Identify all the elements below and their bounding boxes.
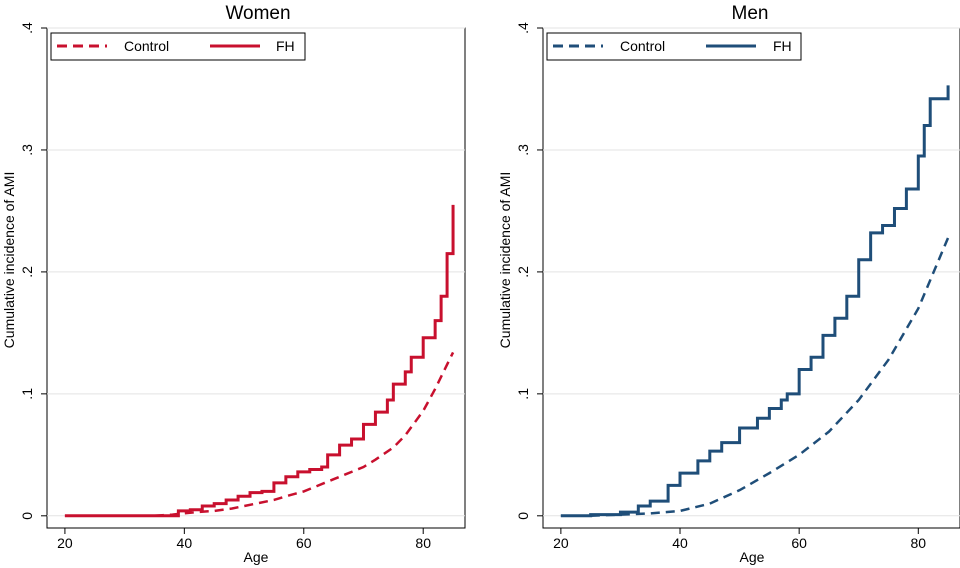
- legend: Control FH: [546, 32, 802, 61]
- y-tick-label: .3: [19, 144, 35, 156]
- chart-title: Women: [225, 3, 290, 24]
- x-tick-label: 20: [57, 535, 73, 551]
- chart-title: Men: [732, 3, 769, 24]
- legend-box: [546, 32, 802, 61]
- y-tick-label: .4: [19, 22, 35, 34]
- x-tick-label: 80: [415, 535, 431, 551]
- y-tick-label: .1: [19, 388, 35, 400]
- x-tick-label: 60: [296, 535, 312, 551]
- x-tick-label: 80: [911, 535, 927, 551]
- legend-label-control: Control: [620, 38, 665, 54]
- y-tick-label: .2: [19, 266, 35, 278]
- x-axis-label: Age: [740, 549, 765, 565]
- series-line-control: [560, 237, 950, 518]
- y-tick-label: .3: [515, 144, 531, 156]
- x-tick-label: 40: [177, 535, 193, 551]
- y-tick-label: 0: [19, 512, 35, 520]
- plot-area: [542, 27, 960, 529]
- plot-area: [46, 27, 466, 529]
- series-layer: [560, 85, 950, 518]
- panel-men: Men Cumulative incidence of AMI Age 0 .1.…: [497, 3, 960, 565]
- legend: Control FH: [50, 32, 306, 61]
- y-axis-label: Cumulative incidence of AMI: [1, 172, 17, 349]
- series-line-fh: [560, 85, 950, 518]
- x-tick-label: 40: [672, 535, 688, 551]
- legend-label-fh: FH: [773, 38, 792, 54]
- y-tick-label: .1: [515, 388, 531, 400]
- x-axis-label: Age: [244, 549, 269, 565]
- y-tick-label: 0: [515, 512, 531, 520]
- y-axis-label: Cumulative incidence of AMI: [497, 172, 513, 349]
- series-line-control: [64, 351, 455, 518]
- x-tick-label: 60: [791, 535, 807, 551]
- y-tick-label: .2: [515, 266, 531, 278]
- tick-layer: 0 .1 .2 .3 .4 20 40 60 80: [19, 22, 465, 551]
- series-layer: [64, 204, 455, 518]
- x-tick-label: 20: [553, 535, 569, 551]
- series-line-fh: [64, 204, 455, 518]
- legend-label-control: Control: [124, 38, 169, 54]
- tick-layer: 0 .1 .2 .3 .4 20 40 60 80: [515, 22, 960, 551]
- y-tick-label: .4: [515, 22, 531, 34]
- panel-women: Women Cumulative incidence of AMI Age 0.…: [1, 3, 466, 565]
- legend-label-fh: FH: [276, 38, 295, 54]
